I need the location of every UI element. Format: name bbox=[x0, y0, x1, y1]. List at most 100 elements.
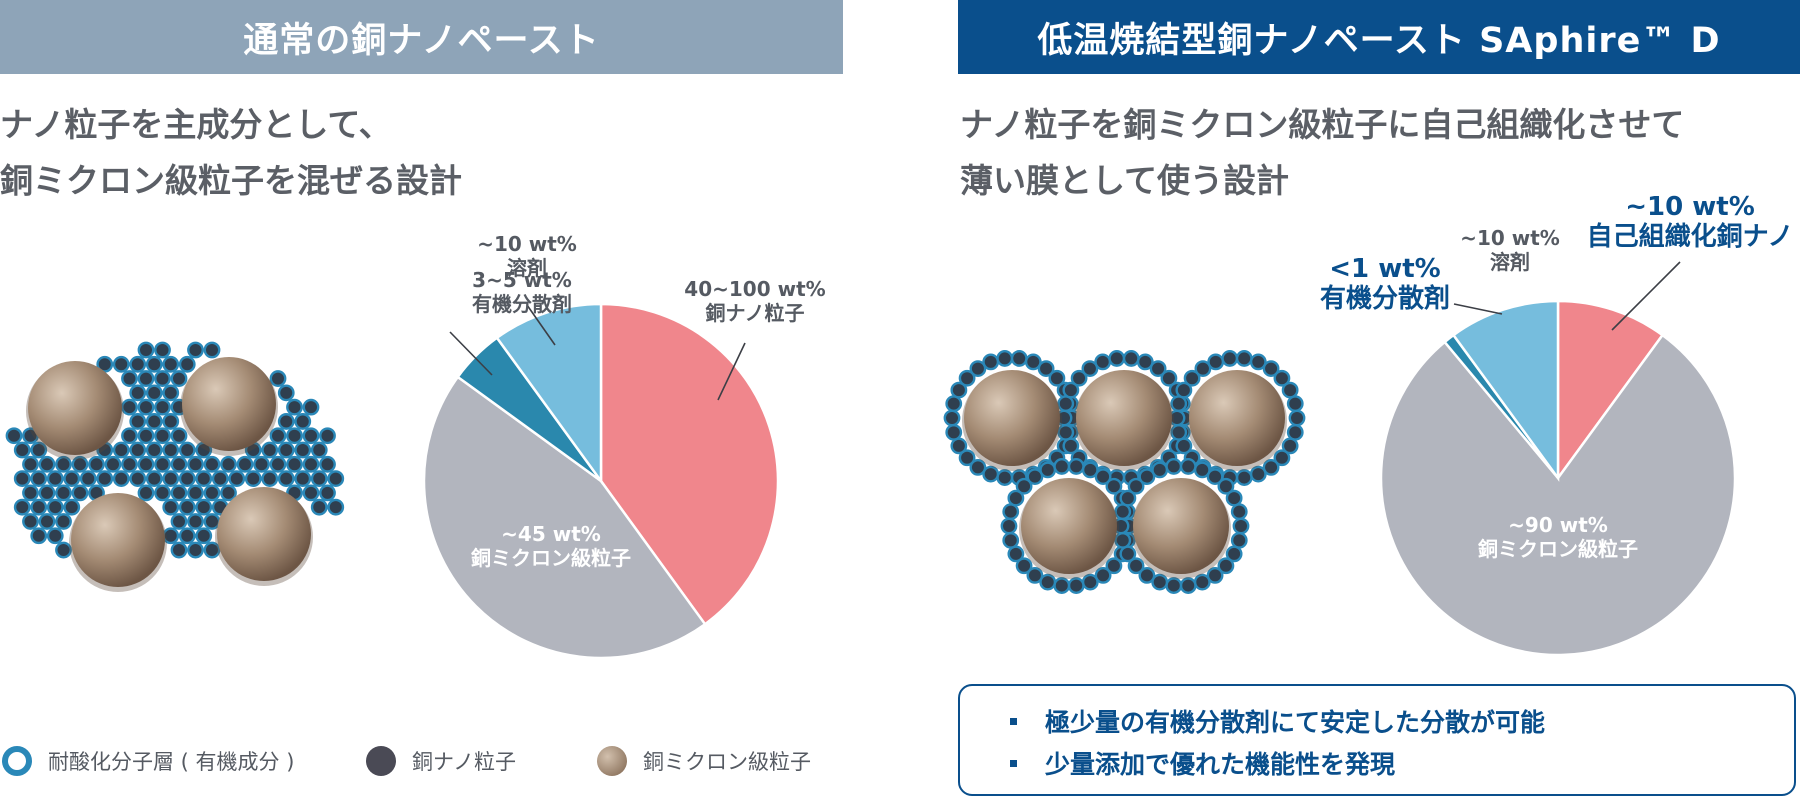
nano-particle bbox=[996, 469, 1014, 486]
nano-particle bbox=[1286, 423, 1304, 441]
nano-particle bbox=[1094, 353, 1112, 371]
nano-particle bbox=[302, 455, 320, 473]
left-pie-slice-1 bbox=[422, 375, 707, 660]
nano-particle bbox=[261, 441, 279, 459]
nano-particle bbox=[1081, 461, 1099, 479]
nano-particle bbox=[96, 355, 114, 373]
nano-particle bbox=[1288, 409, 1306, 427]
nano-particle bbox=[302, 427, 320, 445]
nano-particle bbox=[203, 484, 221, 502]
nano-particle bbox=[294, 470, 312, 488]
micron-particle bbox=[217, 487, 311, 581]
right-subtitle-line-2: 薄い膜として使う設計 bbox=[960, 161, 1290, 200]
nano-particle bbox=[1094, 468, 1112, 486]
leader-lines bbox=[449, 261, 1681, 401]
nano-particle bbox=[55, 455, 72, 473]
legend-nano-particle: 銅ナノ粒子 bbox=[366, 746, 516, 776]
nano-particle bbox=[1151, 573, 1169, 591]
nano-particle bbox=[38, 513, 56, 530]
nano-particle bbox=[996, 350, 1014, 367]
nano-particle bbox=[286, 398, 303, 416]
nano-particle bbox=[269, 370, 287, 387]
nano-particle bbox=[63, 470, 81, 488]
nano-particle bbox=[1175, 437, 1193, 455]
nano-particle bbox=[154, 427, 171, 445]
left-subtitle-line-2: 銅ミクロン級粒子を混ぜる設計 bbox=[0, 161, 462, 200]
nano-particle bbox=[1149, 360, 1167, 378]
nano-particle bbox=[1053, 577, 1071, 594]
nano-particle bbox=[178, 498, 196, 516]
micron-particle bbox=[1133, 478, 1229, 574]
nano-particle bbox=[220, 484, 237, 502]
nano-particle bbox=[88, 455, 105, 473]
nano-particle bbox=[319, 455, 336, 473]
nano-particle bbox=[55, 541, 72, 559]
nano-particle bbox=[1273, 369, 1291, 387]
nano-particle bbox=[121, 455, 138, 473]
nano-particle bbox=[187, 513, 204, 530]
nano-particle bbox=[170, 513, 188, 530]
right-particle-illustration bbox=[943, 350, 1306, 594]
nano-particle bbox=[178, 527, 196, 545]
nano-particle bbox=[1225, 545, 1243, 563]
nano-particle bbox=[1010, 350, 1028, 367]
nano-particle bbox=[1193, 461, 1211, 479]
nano-particle bbox=[129, 413, 147, 430]
nano-particle bbox=[1207, 353, 1225, 371]
nano-particle bbox=[162, 498, 180, 516]
nano-particle bbox=[277, 384, 295, 402]
nano-particle bbox=[1015, 557, 1033, 575]
nano-particle bbox=[244, 470, 262, 488]
nano-particle bbox=[1170, 395, 1188, 413]
nano-particle bbox=[1067, 577, 1085, 594]
nano-particle bbox=[277, 441, 295, 459]
nano-particle bbox=[1081, 360, 1099, 378]
nano-particle bbox=[30, 470, 48, 488]
left-particle-illustration bbox=[5, 341, 345, 592]
nano-particle bbox=[1249, 353, 1267, 371]
legend-micron-particle: 銅ミクロン級粒子 bbox=[597, 746, 811, 776]
nano-particle bbox=[154, 341, 171, 359]
nano-particle bbox=[203, 455, 221, 473]
nano-particle bbox=[1024, 353, 1042, 371]
nano-particle bbox=[1127, 557, 1145, 575]
nano-particle bbox=[137, 341, 155, 359]
left-pie-slice-3 bbox=[495, 302, 603, 485]
nano-particle bbox=[1175, 381, 1193, 399]
nano-particle bbox=[1067, 458, 1085, 475]
nano-particle bbox=[13, 470, 31, 488]
left-header: 通常の銅ナノペースト bbox=[0, 0, 843, 74]
nano-particle bbox=[943, 409, 961, 427]
nano-particle bbox=[121, 427, 138, 445]
right-pie-chart bbox=[1379, 299, 1737, 657]
nano-particle bbox=[1002, 503, 1020, 521]
nano-particle bbox=[137, 370, 155, 387]
nano-particle bbox=[1138, 468, 1156, 486]
leader-nano-right bbox=[1611, 261, 1681, 331]
nano-particle bbox=[154, 370, 171, 387]
nano-particle bbox=[1286, 395, 1304, 413]
nano-particle bbox=[1249, 465, 1267, 483]
micron-particle bbox=[1021, 478, 1117, 574]
nano-particle bbox=[1170, 423, 1188, 441]
nano-particle bbox=[1062, 437, 1080, 455]
left-subtitle-line-1: ナノ粒子を主成分として、 bbox=[0, 105, 392, 144]
feature-note-2: 少量添加で優れた機能性を発現 bbox=[1010, 742, 1794, 784]
left-pie-chart bbox=[422, 302, 780, 660]
nano-particle bbox=[1232, 517, 1250, 535]
nano-particle bbox=[945, 395, 963, 413]
nano-particle bbox=[145, 470, 163, 488]
nano-particle bbox=[129, 384, 147, 402]
nano-particle bbox=[1105, 557, 1123, 575]
nano-particle bbox=[969, 360, 987, 378]
nano-particle bbox=[137, 455, 155, 473]
nano-particle bbox=[969, 458, 987, 476]
bullet-square-icon bbox=[1010, 717, 1017, 725]
nano-particle bbox=[1007, 545, 1025, 563]
nano-particle bbox=[1057, 395, 1075, 413]
nano-particle bbox=[112, 441, 130, 459]
nano-particle bbox=[302, 484, 320, 502]
nano-particle bbox=[121, 370, 138, 387]
nano-particle bbox=[46, 470, 64, 488]
nano-particle bbox=[269, 427, 287, 445]
